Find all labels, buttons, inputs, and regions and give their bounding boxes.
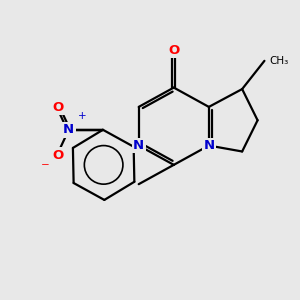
Text: N: N <box>63 123 74 136</box>
Text: +: + <box>78 111 86 122</box>
Text: O: O <box>168 44 179 57</box>
Text: N: N <box>133 139 144 152</box>
Text: −: − <box>40 160 49 170</box>
Text: CH₃: CH₃ <box>269 56 288 66</box>
Text: O: O <box>53 101 64 114</box>
Text: N: N <box>203 139 214 152</box>
Text: O: O <box>53 148 64 162</box>
